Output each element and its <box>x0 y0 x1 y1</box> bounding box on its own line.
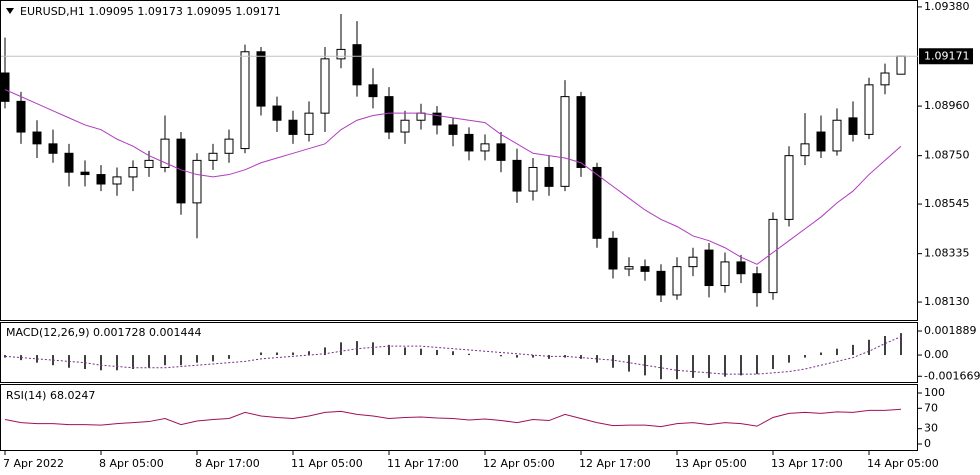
candle-body <box>208 152 218 161</box>
candle-body <box>192 159 202 204</box>
candle-body <box>112 176 122 185</box>
x-tick-label: 13 Apr 17:00 <box>771 457 843 470</box>
x-tick-label: 11 Apr 17:00 <box>387 457 459 470</box>
candle-body <box>512 159 522 192</box>
y-tick-label: 1.09380 <box>924 0 970 13</box>
y-tick-label: 1.08545 <box>924 197 970 210</box>
candle-body <box>608 237 618 270</box>
candle-body <box>240 51 250 150</box>
candle-body <box>368 84 378 98</box>
y-tick-label: 1.08130 <box>924 295 970 308</box>
x-tick-label: 12 Apr 05:00 <box>483 457 555 470</box>
candle-body <box>768 218 778 294</box>
x-tick-label: 12 Apr 17:00 <box>579 457 651 470</box>
y-tick-label: 1.08335 <box>924 247 970 260</box>
menu-triangle[interactable] <box>6 8 14 14</box>
candle-body <box>80 171 90 176</box>
candle-body <box>144 159 154 168</box>
x-tick-label: 8 Apr 05:00 <box>99 457 164 470</box>
rsi-title: RSI(14) 68.0247 <box>6 389 95 402</box>
rsi-line <box>4 408 902 428</box>
price-panel <box>0 0 918 321</box>
candle-body <box>416 112 426 121</box>
candle-body <box>16 100 26 133</box>
candle-body <box>752 273 762 294</box>
candle-body <box>224 138 234 154</box>
y-tick-label: 1.08960 <box>924 99 970 112</box>
candle-body <box>880 72 890 86</box>
candle-body <box>96 174 106 185</box>
candle-body <box>704 249 714 287</box>
candle-body <box>160 138 170 168</box>
candle-body <box>496 143 506 161</box>
last-price-box <box>919 48 973 65</box>
candle-body <box>0 72 10 102</box>
candle-body <box>384 96 394 133</box>
candle-body <box>672 266 682 296</box>
y-tick-label: 100 <box>924 386 945 399</box>
candle-body <box>288 119 298 135</box>
candle-body <box>832 119 842 152</box>
candle-body <box>560 96 570 187</box>
candle-body <box>272 105 282 121</box>
candle-body <box>48 143 58 154</box>
y-tick-label: 0.001889 <box>924 324 977 337</box>
y-tick-label: 0.00 <box>924 348 949 361</box>
candle-body <box>720 261 730 287</box>
candle-body <box>544 166 554 187</box>
candle-body <box>784 155 794 220</box>
candle-body <box>32 131 42 145</box>
candle-body <box>800 143 810 157</box>
candle-body <box>304 112 314 135</box>
candle-body <box>128 166 138 178</box>
candle-body <box>640 266 650 272</box>
rsi-panel <box>0 384 918 451</box>
candle-body <box>400 119 410 133</box>
x-tick-label: 14 Apr 05:00 <box>867 457 939 470</box>
x-tick-label: 11 Apr 05:00 <box>291 457 363 470</box>
macd-panel <box>0 322 918 383</box>
candle-body <box>352 44 362 86</box>
candle-body <box>576 96 586 168</box>
candle-body <box>624 266 634 270</box>
moving-average <box>4 89 902 265</box>
x-tick-label: 13 Apr 05:00 <box>675 457 747 470</box>
candle-body <box>448 124 458 135</box>
candle-body <box>336 48 346 60</box>
candle-body <box>656 270 666 296</box>
candle-body <box>256 51 266 107</box>
y-tick-label: 1.08750 <box>924 149 970 162</box>
macd-title: MACD(12,26,9) 0.001728 0.001444 <box>6 326 202 339</box>
macd-signal <box>4 336 902 375</box>
candle-body <box>688 256 698 268</box>
x-tick-label: 8 Apr 17:00 <box>195 457 260 470</box>
candle-body <box>464 133 474 152</box>
candle-body <box>848 117 858 135</box>
candle-body <box>816 131 826 152</box>
y-tick-label: 30 <box>924 422 938 435</box>
last-price-label: 1.09171 <box>924 49 970 62</box>
candle-body <box>896 55 906 75</box>
y-tick-label: 0 <box>924 437 931 450</box>
price-title: EURUSD,H1 1.09095 1.09173 1.09095 1.0917… <box>20 5 281 18</box>
candle-body <box>864 84 874 135</box>
candle-body <box>432 112 442 126</box>
candle-body <box>736 261 746 275</box>
candle-body <box>528 166 538 192</box>
candle-body <box>480 143 490 152</box>
x-tick-label: 7 Apr 2022 <box>3 457 64 470</box>
y-tick-label: -0.001669 <box>924 369 980 382</box>
candle-body <box>64 152 74 173</box>
y-tick-label: 70 <box>924 401 938 414</box>
candle-body <box>592 166 602 239</box>
candle-body <box>320 58 330 114</box>
